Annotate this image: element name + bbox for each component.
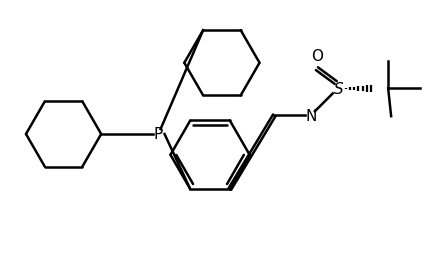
Text: N: N	[305, 109, 317, 124]
Text: O: O	[311, 49, 323, 64]
Text: P: P	[154, 127, 163, 143]
Text: S: S	[334, 82, 344, 97]
